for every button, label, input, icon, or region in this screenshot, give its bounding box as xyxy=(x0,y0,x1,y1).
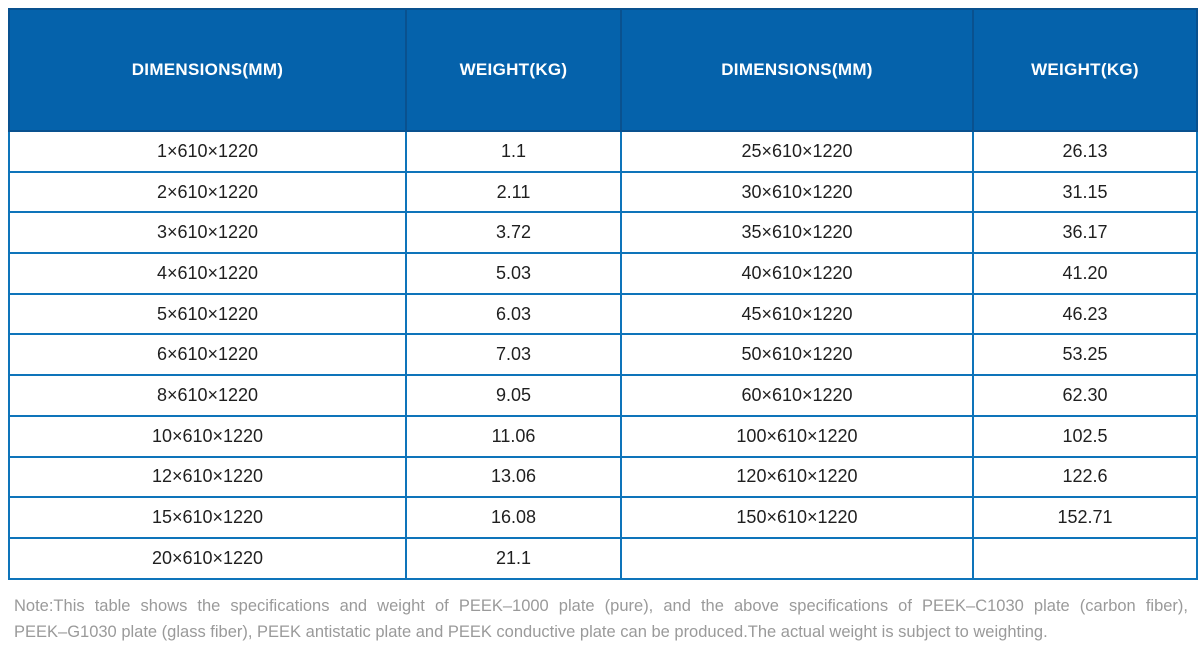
dimensions-cell: 50×610×1220 xyxy=(620,333,974,377)
dimensions-cell: 25×610×1220 xyxy=(620,130,974,173)
weight-cell: 11.06 xyxy=(405,414,622,458)
weight-cell: 122.6 xyxy=(972,455,1198,499)
table-row: 4×610×1220 5.03 40×610×1220 41.20 xyxy=(8,252,1198,295)
table-row: 12×610×1220 13.06 120×610×1220 122.6 xyxy=(8,455,1198,499)
dimensions-cell: 20×610×1220 xyxy=(8,536,407,580)
dimensions-cell: 35×610×1220 xyxy=(620,211,974,255)
weight-cell: 31.15 xyxy=(972,170,1198,214)
weight-cell: 53.25 xyxy=(972,333,1198,377)
footnote-line-2: PEEK–G1030 plate (glass fiber), PEEK ant… xyxy=(14,622,1048,641)
header-dimensions-left: DIMENSIONS(MM) xyxy=(8,8,407,132)
table-row: 1×610×1220 1.1 25×610×1220 26.13 xyxy=(8,130,1198,173)
dimensions-cell: 1×610×1220 xyxy=(8,130,407,173)
dimensions-cell: 15×610×1220 xyxy=(8,496,407,539)
weight-cell: 13.06 xyxy=(405,455,622,499)
weight-cell: 36.17 xyxy=(972,211,1198,255)
dimensions-cell: 120×610×1220 xyxy=(620,455,974,499)
weight-cell: 2.11 xyxy=(405,170,622,214)
weight-cell: 62.30 xyxy=(972,374,1198,417)
dimensions-cell: 8×610×1220 xyxy=(8,374,407,417)
weight-cell: 16.08 xyxy=(405,496,622,539)
table-row: 6×610×1220 7.03 50×610×1220 53.25 xyxy=(8,333,1198,377)
weight-cell: 41.20 xyxy=(972,252,1198,295)
dimensions-cell: 60×610×1220 xyxy=(620,374,974,417)
weight-cell: 6.03 xyxy=(405,292,622,336)
dimensions-cell: 3×610×1220 xyxy=(8,211,407,255)
table-row: 8×610×1220 9.05 60×610×1220 62.30 xyxy=(8,374,1198,417)
dimensions-cell: 30×610×1220 xyxy=(620,170,974,214)
footnote: Note:This table shows the specifications… xyxy=(14,593,1188,645)
dimensions-cell: 6×610×1220 xyxy=(8,333,407,377)
table-row: 5×610×1220 6.03 45×610×1220 46.23 xyxy=(8,292,1198,336)
weight-cell: 46.23 xyxy=(972,292,1198,336)
dimensions-cell: 4×610×1220 xyxy=(8,252,407,295)
dimensions-cell xyxy=(620,536,974,580)
dimensions-cell: 10×610×1220 xyxy=(8,414,407,458)
header-weight-right: WEIGHT(KG) xyxy=(972,8,1198,132)
spec-sheet: DIMENSIONS(MM) WEIGHT(KG) DIMENSIONS(MM)… xyxy=(8,8,1198,645)
table-body: 1×610×1220 1.1 25×610×1220 26.13 2×610×1220 2… xyxy=(8,130,1198,580)
dimensions-cell: 12×610×1220 xyxy=(8,455,407,499)
weight-cell: 26.13 xyxy=(972,130,1198,173)
dimensions-cell: 2×610×1220 xyxy=(8,170,407,214)
dimensions-cell: 5×610×1220 xyxy=(8,292,407,336)
weight-cell: 21.1 xyxy=(405,536,622,580)
weight-cell: 5.03 xyxy=(405,252,622,295)
weight-cell: 9.05 xyxy=(405,374,622,417)
table-row: 3×610×1220 3.72 35×610×1220 36.17 xyxy=(8,211,1198,255)
header-weight-left: WEIGHT(KG) xyxy=(405,8,622,132)
dimensions-cell: 45×610×1220 xyxy=(620,292,974,336)
dimensions-cell: 100×610×1220 xyxy=(620,414,974,458)
weight-cell xyxy=(972,536,1198,580)
header-dimensions-right: DIMENSIONS(MM) xyxy=(620,8,974,132)
footnote-line-1: Note:This table shows the specifications… xyxy=(14,596,1188,615)
weight-cell: 152.71 xyxy=(972,496,1198,539)
weight-cell: 1.1 xyxy=(405,130,622,173)
weight-cell: 102.5 xyxy=(972,414,1198,458)
table-row: 2×610×1220 2.11 30×610×1220 31.15 xyxy=(8,170,1198,214)
table-row: 20×610×1220 21.1 xyxy=(8,536,1198,580)
header-row: DIMENSIONS(MM) WEIGHT(KG) DIMENSIONS(MM)… xyxy=(8,8,1198,132)
table-header: DIMENSIONS(MM) WEIGHT(KG) DIMENSIONS(MM)… xyxy=(8,8,1198,132)
weight-cell: 7.03 xyxy=(405,333,622,377)
table-row: 10×610×1220 11.06 100×610×1220 102.5 xyxy=(8,414,1198,458)
dimensions-cell: 150×610×1220 xyxy=(620,496,974,539)
weight-cell: 3.72 xyxy=(405,211,622,255)
peek-plate-spec-table: DIMENSIONS(MM) WEIGHT(KG) DIMENSIONS(MM)… xyxy=(8,8,1198,580)
table-row: 15×610×1220 16.08 150×610×1220 152.71 xyxy=(8,496,1198,539)
dimensions-cell: 40×610×1220 xyxy=(620,252,974,295)
